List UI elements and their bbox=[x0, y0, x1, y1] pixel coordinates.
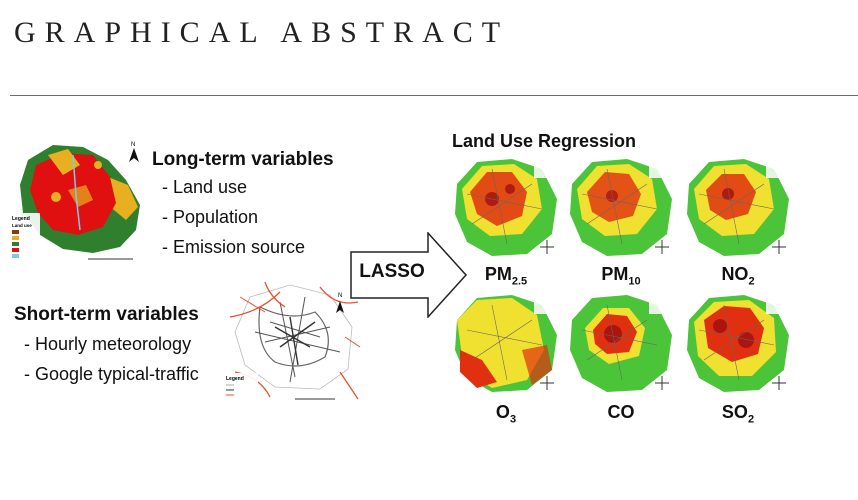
o3-label-sub: 3 bbox=[509, 413, 517, 426]
title-divider bbox=[10, 95, 858, 96]
pm10-label: PM10 bbox=[567, 264, 675, 288]
svg-text:N: N bbox=[338, 293, 342, 299]
lasso-label: LASSO bbox=[359, 261, 425, 282]
short-term-item-google-traffic: - Google typical-traffic bbox=[24, 364, 199, 384]
long-term-item-land-use: - Land use bbox=[162, 177, 248, 197]
pm25-map bbox=[455, 156, 557, 256]
north-arrow-icon: N bbox=[129, 142, 139, 162]
no2-label-base: NO bbox=[721, 264, 749, 284]
short-term-variables-title: Short-term variables bbox=[14, 304, 199, 325]
legend-title: Legend bbox=[12, 216, 30, 222]
so2-label: SO2 bbox=[684, 402, 792, 426]
page-title: GRAPHICAL ABSTRACT bbox=[14, 16, 510, 49]
lasso-arrow-icon bbox=[350, 232, 468, 318]
o3-map bbox=[455, 292, 557, 392]
co-label: CO bbox=[567, 402, 675, 426]
o3-label-base: O bbox=[495, 402, 510, 422]
long-term-item-emission-source: - Emission source bbox=[162, 237, 306, 257]
land-use-regression-title: Land Use Regression bbox=[452, 131, 637, 151]
svg-text:N: N bbox=[131, 142, 135, 148]
pm10-label-base: PM bbox=[601, 264, 629, 284]
traffic-network-map: N Legend bbox=[224, 281, 361, 401]
pm10-label-sub: 10 bbox=[628, 275, 641, 288]
so2-map bbox=[687, 292, 789, 392]
pm25-label-sub: 2.5 bbox=[511, 275, 528, 288]
so2-label-base: SO bbox=[721, 402, 748, 422]
long-term-item-population: - Population bbox=[162, 207, 259, 227]
pm25-label-base: PM bbox=[484, 264, 512, 284]
traffic-legend-title: Legend bbox=[226, 376, 244, 382]
legend-subtitle: Land use bbox=[12, 223, 32, 228]
no2-label-sub: 2 bbox=[748, 275, 755, 288]
no2-map bbox=[687, 156, 789, 256]
pm25-label: PM2.5 bbox=[452, 264, 560, 288]
co-map bbox=[570, 292, 672, 392]
o3-label: O3 bbox=[452, 402, 560, 426]
short-term-item-hourly-meteorology: - Hourly meteorology bbox=[24, 334, 192, 354]
land-use-map: Legend Land use bbox=[10, 145, 140, 261]
so2-label-sub: 2 bbox=[747, 413, 755, 426]
no2-label: NO2 bbox=[684, 264, 792, 288]
pm10-map bbox=[570, 156, 672, 256]
long-term-variables-title: Long-term variables bbox=[152, 149, 334, 170]
co-label-base: CO bbox=[607, 402, 635, 422]
